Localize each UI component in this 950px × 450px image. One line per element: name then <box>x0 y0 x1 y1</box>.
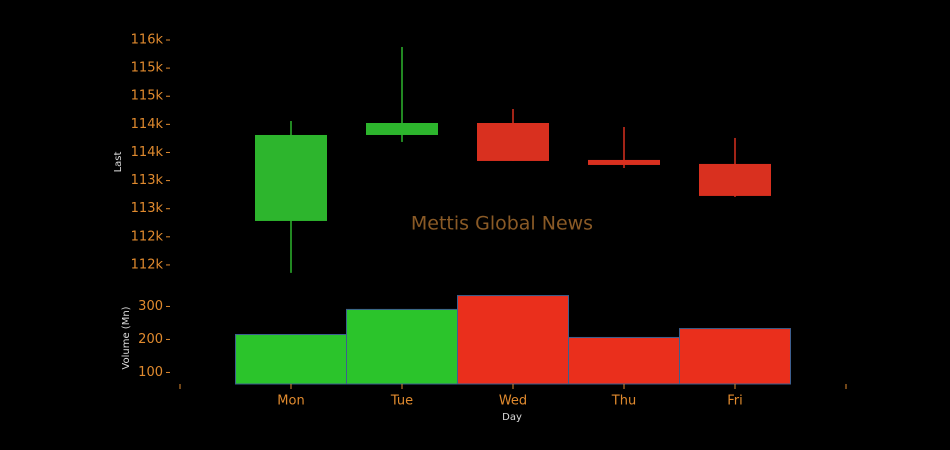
y-axis-label: Volume (Mn) <box>121 306 132 369</box>
candle-body <box>255 134 327 221</box>
candle-body <box>588 159 660 165</box>
bar <box>346 308 458 385</box>
x-tick-label: Tue <box>390 394 413 409</box>
bar <box>457 295 569 385</box>
y-tick-label: 100 <box>138 365 163 380</box>
y-tick-label: 114k <box>131 117 164 132</box>
y-tick-label: 112k <box>131 229 164 244</box>
bar <box>679 328 791 385</box>
y-tick-label: 114k <box>131 145 164 160</box>
candle-body <box>477 123 549 161</box>
bar <box>568 336 680 385</box>
x-tick-label: Thu <box>611 394 636 409</box>
y-tick-label: 116k <box>131 32 164 47</box>
y-tick-label: 112k <box>131 257 164 272</box>
y-tick-label: 113k <box>131 173 164 188</box>
y-tick-label: 115k <box>131 61 164 76</box>
y-tick-label: 200 <box>138 332 163 347</box>
x-tick-label: Fri <box>727 394 743 409</box>
x-tick-label: Mon <box>277 394 304 409</box>
watermark: Mettis Global News <box>411 213 593 235</box>
candle-body <box>699 163 771 196</box>
y-axis-label: Last <box>113 152 124 173</box>
x-axis-label: Day <box>502 412 522 423</box>
y-tick-label: 300 <box>138 299 163 314</box>
x-tick-label: Wed <box>499 394 527 409</box>
candle-body <box>366 123 438 135</box>
y-tick-label: 113k <box>131 201 164 216</box>
y-tick-label: 115k <box>131 89 164 104</box>
bar <box>235 334 347 385</box>
